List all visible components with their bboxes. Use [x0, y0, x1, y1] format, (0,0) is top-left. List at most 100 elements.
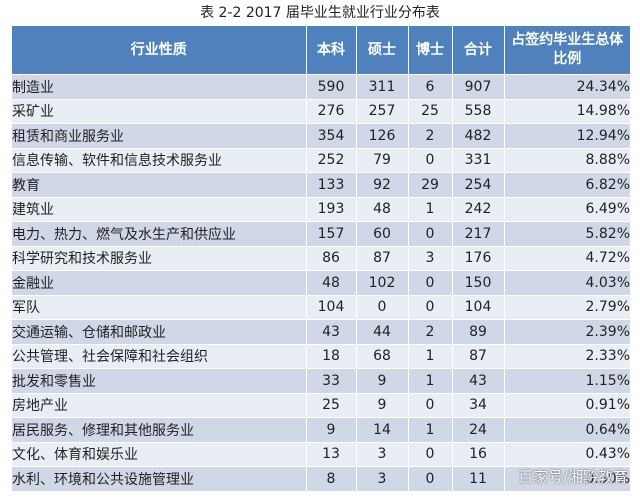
- industry-cell: 水利、环境和公共设施管理业: [12, 466, 307, 492]
- table-row: 军队 104 0 0 104 2.79%: [12, 295, 630, 320]
- ratio-cell: 6.82%: [504, 172, 630, 198]
- total-cell: 217: [452, 221, 505, 247]
- header-row: 行业性质 本科 硕士 博士 合计 占签约毕业生总体比例: [12, 26, 630, 75]
- total-cell: 104: [452, 295, 505, 320]
- total-cell: 89: [452, 319, 505, 345]
- ratio-cell: 0.30%: [504, 466, 630, 492]
- bachelor-cell: 590: [306, 74, 357, 100]
- bachelor-cell: 133: [306, 172, 357, 198]
- ratio-cell: 8.88%: [504, 148, 630, 173]
- ratio-cell: 24.34%: [504, 74, 630, 100]
- header-master: 硕士: [356, 26, 409, 75]
- ratio-cell: 2.39%: [504, 319, 630, 345]
- master-cell: 311: [356, 74, 409, 100]
- bachelor-cell: 13: [306, 442, 357, 467]
- ratio-cell: 0.43%: [504, 442, 630, 467]
- ratio-cell: 4.03%: [504, 270, 630, 296]
- ratio-cell: 5.82%: [504, 221, 630, 247]
- table-row: 房地产业 25 9 0 34 0.91%: [12, 393, 630, 418]
- industry-cell: 教育: [12, 172, 307, 198]
- industry-cell: 租赁和商业服务业: [12, 123, 307, 149]
- total-cell: 254: [452, 172, 505, 198]
- total-cell: 24: [452, 417, 505, 443]
- master-cell: 3: [356, 466, 409, 492]
- bachelor-cell: 33: [306, 368, 357, 394]
- doctor-cell: 0: [408, 393, 453, 418]
- bachelor-cell: 86: [306, 246, 357, 271]
- total-cell: 331: [452, 148, 505, 173]
- doctor-cell: 29: [408, 172, 453, 198]
- industry-distribution-table: 行业性质 本科 硕士 博士 合计 占签约毕业生总体比例 制造业 590 311 6 90…: [12, 26, 630, 492]
- doctor-cell: 1: [408, 417, 453, 443]
- doctor-cell: 1: [408, 368, 453, 394]
- table-row: 租赁和商业服务业 354 126 2 482 12.94%: [12, 123, 630, 149]
- master-cell: 9: [356, 368, 409, 394]
- table-row: 水利、环境和公共设施管理业 8 3 0 11 0.30%: [12, 466, 630, 492]
- table-row: 文化、体育和娱乐业 13 3 0 16 0.43%: [12, 442, 630, 467]
- bachelor-cell: 48: [306, 270, 357, 296]
- total-cell: 87: [452, 344, 505, 369]
- industry-cell: 建筑业: [12, 197, 307, 222]
- total-cell: 482: [452, 123, 505, 149]
- master-cell: 3: [356, 442, 409, 467]
- doctor-cell: 25: [408, 99, 453, 124]
- bachelor-cell: 25: [306, 393, 357, 418]
- ratio-cell: 12.94%: [504, 123, 630, 149]
- industry-cell: 军队: [12, 295, 307, 320]
- industry-cell: 信息传输、软件和信息技术服务业: [12, 148, 307, 173]
- doctor-cell: 0: [408, 270, 453, 296]
- doctor-cell: 2: [408, 319, 453, 345]
- ratio-cell: 0.91%: [504, 393, 630, 418]
- table-row: 制造业 590 311 6 907 24.34%: [12, 74, 630, 100]
- table-row: 交通运输、仓储和邮政业 43 44 2 89 2.39%: [12, 319, 630, 345]
- bachelor-cell: 9: [306, 417, 357, 443]
- table-row: 信息传输、软件和信息技术服务业 252 79 0 331 8.88%: [12, 148, 630, 173]
- header-industry: 行业性质: [12, 26, 307, 75]
- table-row: 教育 133 92 29 254 6.82%: [12, 172, 630, 198]
- doctor-cell: 0: [408, 148, 453, 173]
- master-cell: 48: [356, 197, 409, 222]
- table-caption: 表 2-2 2017 届毕业生就业行业分布表: [200, 5, 440, 21]
- bachelor-cell: 354: [306, 123, 357, 149]
- master-cell: 60: [356, 221, 409, 247]
- doctor-cell: 3: [408, 246, 453, 271]
- industry-cell: 交通运输、仓储和邮政业: [12, 319, 307, 345]
- doctor-cell: 0: [408, 442, 453, 467]
- doctor-cell: 6: [408, 74, 453, 100]
- total-cell: 150: [452, 270, 505, 296]
- ratio-cell: 0.64%: [504, 417, 630, 443]
- bachelor-cell: 104: [306, 295, 357, 320]
- table-row: 采矿业 276 257 25 558 14.98%: [12, 99, 630, 124]
- master-cell: 9: [356, 393, 409, 418]
- total-cell: 176: [452, 246, 505, 271]
- table-row: 居民服务、修理和其他服务业 9 14 1 24 0.64%: [12, 417, 630, 443]
- industry-cell: 批发和零售业: [12, 368, 307, 394]
- master-cell: 44: [356, 319, 409, 345]
- header-ratio: 占签约毕业生总体比例: [504, 26, 630, 75]
- table-row: 建筑业 193 48 1 242 6.49%: [12, 197, 630, 222]
- table-row: 公共管理、社会保障和社会组织 18 68 1 87 2.33%: [12, 344, 630, 369]
- industry-cell: 文化、体育和娱乐业: [12, 442, 307, 467]
- ratio-cell: 6.49%: [504, 197, 630, 222]
- ratio-cell: 2.33%: [504, 344, 630, 369]
- master-cell: 102: [356, 270, 409, 296]
- industry-cell: 居民服务、修理和其他服务业: [12, 417, 307, 443]
- ratio-cell: 1.15%: [504, 368, 630, 394]
- header-doctor: 博士: [408, 26, 453, 75]
- master-cell: 0: [356, 295, 409, 320]
- ratio-cell: 4.72%: [504, 246, 630, 271]
- table-row: 电力、热力、燃气及水生产和供应业 157 60 0 217 5.82%: [12, 221, 630, 247]
- ratio-cell: 2.79%: [504, 295, 630, 320]
- ratio-cell: 14.98%: [504, 99, 630, 124]
- bachelor-cell: 193: [306, 197, 357, 222]
- master-cell: 14: [356, 417, 409, 443]
- industry-cell: 采矿业: [12, 99, 307, 124]
- table-row: 金融业 48 102 0 150 4.03%: [12, 270, 630, 296]
- doctor-cell: 0: [408, 221, 453, 247]
- bachelor-cell: 43: [306, 319, 357, 345]
- master-cell: 126: [356, 123, 409, 149]
- header-bachelor: 本科: [306, 26, 357, 75]
- bachelor-cell: 276: [306, 99, 357, 124]
- master-cell: 257: [356, 99, 409, 124]
- total-cell: 242: [452, 197, 505, 222]
